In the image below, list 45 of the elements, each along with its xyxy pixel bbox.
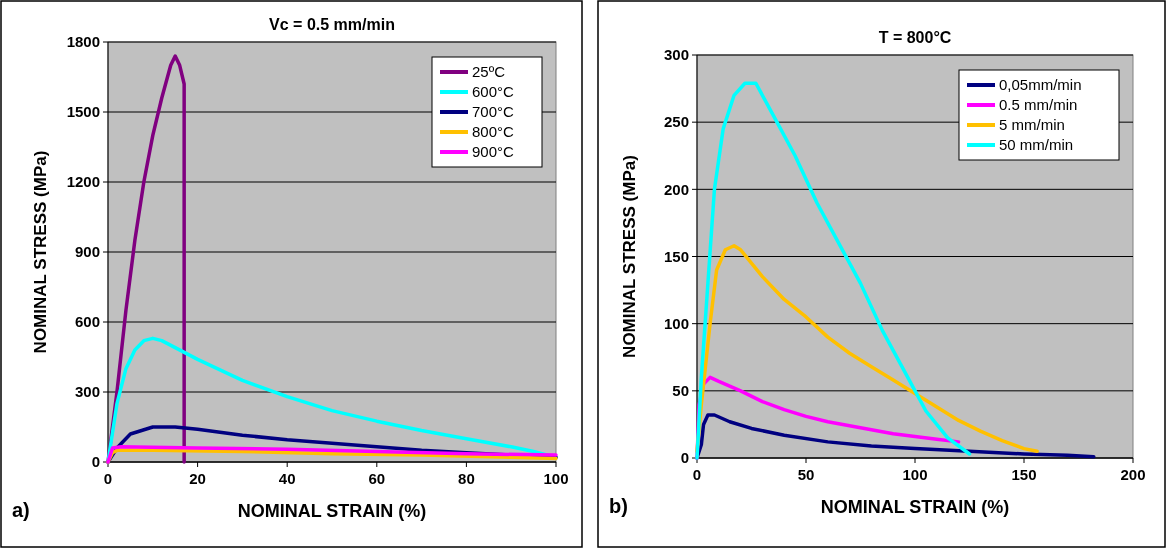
legend-label: 600°C xyxy=(472,83,515,101)
y-tick-label: 300 xyxy=(74,383,100,401)
x-tick-label: 100 xyxy=(543,470,569,487)
line-series xyxy=(106,54,186,464)
x-tick-label: 60 xyxy=(368,470,386,487)
y-tick-label: 50 xyxy=(672,382,689,400)
y-tick-label: 150 xyxy=(663,247,689,265)
y-tick-label: 100 xyxy=(663,314,689,332)
y-tick-label: 300 xyxy=(663,46,689,64)
legend-label: 900°C xyxy=(472,143,515,161)
legend-label: 50 mm/min xyxy=(999,136,1074,154)
y-tick-label: 0 xyxy=(91,453,100,471)
x-tick-label: 100 xyxy=(902,466,928,483)
x-tick-label: 80 xyxy=(458,470,475,487)
y-tick-label: 1500 xyxy=(66,103,100,121)
x-tick-label: 0 xyxy=(692,466,702,483)
legend-label: 800°C xyxy=(472,123,515,141)
y-tick-label: 1200 xyxy=(66,173,100,191)
x-tick-label: 50 xyxy=(797,466,815,483)
legend-label: 0,05mm/min xyxy=(999,76,1082,94)
legend-label: 5 mm/min xyxy=(999,116,1065,134)
y-tick-label: 0 xyxy=(680,449,689,467)
y-axis-title: NOMINAL STRESS (MPa) xyxy=(31,150,50,354)
x-tick-label: 0 xyxy=(103,470,113,487)
text: b) xyxy=(609,495,628,517)
y-tick-label: 600 xyxy=(74,313,100,331)
line-series xyxy=(695,81,972,460)
legend-label: 0.5 mm/min xyxy=(999,96,1078,114)
text: a) xyxy=(12,499,30,521)
y-axis-title: NOMINAL STRESS (MPa) xyxy=(620,155,639,358)
x-tick-label: 40 xyxy=(278,470,296,487)
y-tick-label: 900 xyxy=(74,243,100,261)
y-tick-label: 200 xyxy=(663,180,689,198)
y-tick-label: 250 xyxy=(663,113,689,131)
legend-label: 25ºC xyxy=(472,63,506,81)
x-tick-label: 150 xyxy=(1011,466,1037,483)
chart-title: T = 800°C xyxy=(878,29,952,46)
line-series xyxy=(695,244,1039,454)
legend-label: 700°C xyxy=(472,103,515,121)
x-axis-title: NOMINAL STRAIN (%) xyxy=(820,497,1010,517)
x-axis-title: NOMINAL STRAIN (%) xyxy=(237,501,427,521)
chart-title: Vc = 0.5 mm/min xyxy=(269,16,395,33)
x-tick-label: 20 xyxy=(189,470,206,487)
y-tick-label: 1800 xyxy=(66,33,100,51)
x-tick-label: 200 xyxy=(1120,466,1146,483)
